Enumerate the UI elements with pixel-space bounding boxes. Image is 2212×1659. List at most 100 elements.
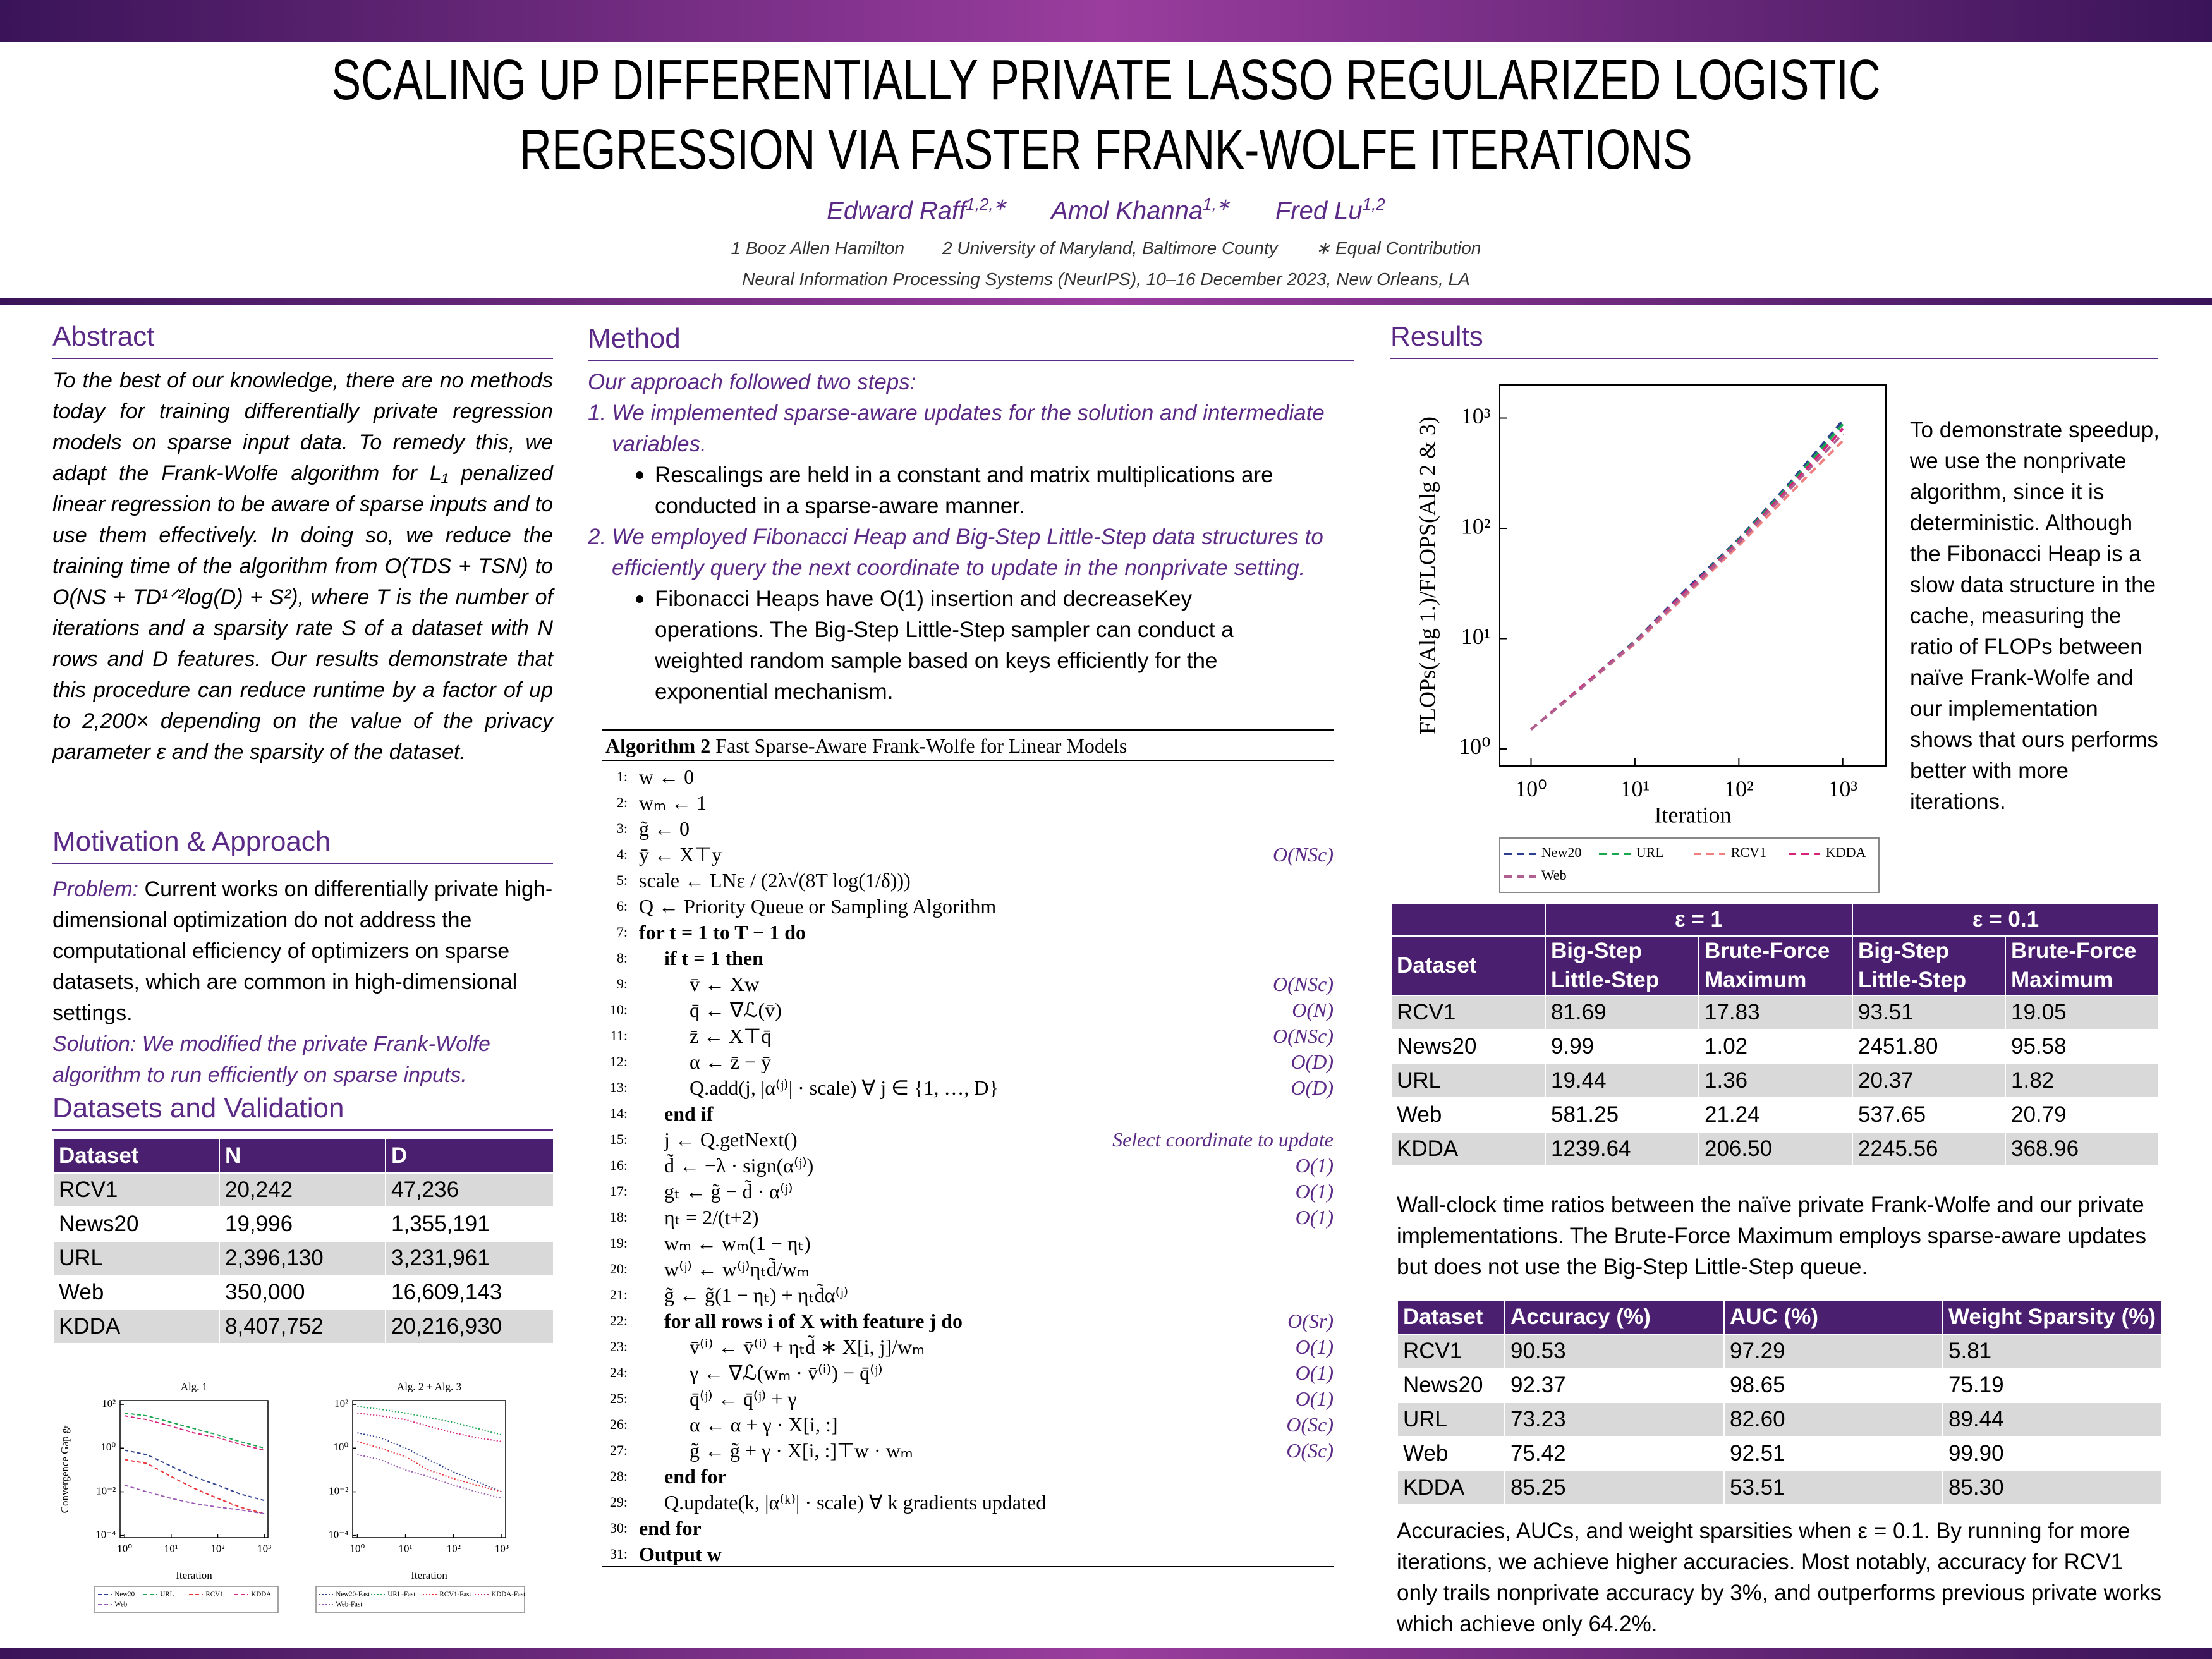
legend-label: RCV1-Fast [439,1591,471,1598]
series-line [124,1485,265,1515]
cell: 1.36 [1698,1063,1853,1098]
cell: 90.53 [1504,1334,1725,1369]
x-tick-label: 10¹ [1620,776,1650,801]
x-axis-label: Iteration [176,1569,212,1581]
caption: Wall-clock time ratios between the naïve… [1397,1193,2146,1279]
code-line: Q.add(j, |α⁽ʲ⁾| · scale) ∀ j ∈ {1, …, D} [690,1076,999,1099]
line-number: 3: [616,820,628,836]
cell: 75.19 [1942,1368,2163,1403]
author-sup: 1,2 [1362,195,1385,214]
step-text: We employed Fibonacci Heap and Big-Step … [612,525,1323,580]
y-tick-label: 10⁰ [100,1441,116,1453]
cell: 99.90 [1942,1436,2163,1471]
cell: 75.42 [1504,1436,1725,1471]
algorithm-title: Algorithm 2 Fast Sparse-Aware Frank-Wolf… [605,733,1127,758]
affiliation: ∗ Equal Contribution [1315,238,1481,258]
cost: O(1) [1295,1206,1334,1229]
cell: 206.50 [1698,1131,1853,1167]
step-text: We implemented sparse-aware updates for … [612,401,1325,456]
algorithm: 1: w ← 0 2: wₘ ← 1 3: g̃ ← 0 4: ȳ ← X⊤y O(NSc) 5:… [602,760,1334,1565]
cell: 2245.56 [1852,1131,2006,1167]
legend-label: Web-Fast [336,1601,362,1608]
affiliation: 1 Booz Allen Hamilton [731,238,905,258]
column-header: Weight Sparsity (%) [1942,1299,2163,1335]
code-line: v̄ ← Xw [690,973,760,995]
cost: O(1) [1295,1154,1334,1177]
alg-rule [602,760,1334,761]
cell: 1239.64 [1545,1131,1699,1167]
x-tick-label: 10³ [1828,776,1857,801]
series-line [357,1406,502,1436]
step-label: 2. [588,525,607,549]
code-line: α ← α + γ · X[i, :] [690,1413,838,1436]
line-number: 26: [609,1416,628,1432]
code-line: q̄ ← ∇ℒ(v̄) [690,999,782,1021]
line-number: 20: [609,1261,628,1277]
results-text: To demonstrate speedup, we use the nonpr… [1910,418,2160,814]
rule [52,1129,553,1131]
cost: O(N) [1292,999,1334,1021]
column-header: AUC (%) [1723,1299,1943,1335]
y-tick-label: 10³ [1461,403,1491,428]
column-header: N [219,1138,386,1174]
header-row: Dataset N D [52,1138,554,1174]
cell: 73.23 [1504,1402,1725,1437]
column-header: D [385,1138,554,1174]
bullet: Rescalings are held in a constant and ma… [636,459,1354,521]
line-number: 27: [609,1442,628,1458]
line-number: 1: [616,769,628,784]
top-band [0,0,2212,42]
alg-label: Algorithm 2 [605,734,711,757]
cell: KDDA [52,1309,220,1344]
rule [1390,358,2158,359]
cell: 47,236 [385,1172,554,1208]
row: URL 73.23 82.60 89.44 [1397,1402,2163,1437]
code-line: end for [664,1465,727,1488]
cost: O(1) [1295,1387,1334,1410]
series-line [357,1454,502,1499]
cell: 82.60 [1723,1402,1943,1437]
cell: Web [1397,1436,1505,1471]
row: RCV1 81.69 17.83 93.51 19.05 [1390,995,2160,1030]
series-line [124,1449,265,1502]
line-number: 7: [616,924,628,940]
legend-label: KDDA-Fast [491,1591,525,1598]
code-line: v̄⁽ⁱ⁾ ← v̄⁽ⁱ⁾ + ηₜd̃ ∗ X[i, j]/wₘ [690,1335,925,1358]
code-line: w⁽ʲ⁾ ← w⁽ʲ⁾ηₜd̃/wₘ [664,1258,810,1280]
column-header: Dataset [52,1138,220,1174]
x-tick-label: 10² [447,1543,461,1555]
y-tick-label: 10⁻² [96,1485,116,1497]
cell: 19,996 [219,1206,386,1242]
series-line [357,1412,502,1442]
code-line: γ ← ∇ℒ(wₘ · v̄⁽ⁱ⁾) − q̄⁽ʲ⁾ [690,1361,883,1384]
header-cell [1390,902,1546,937]
motivation-text: Problem: Current works on differentially… [52,874,553,1091]
row: News20 9.99 1.02 2451.80 95.58 [1390,1029,2160,1064]
column-header: Big-Step Little-Step [1852,935,2006,996]
code-line: Q ← Priority Queue or Sampling Algorithm [639,895,997,918]
cell: 5.81 [1942,1334,2163,1369]
code-line: end if [664,1102,714,1125]
row: Web 581.25 21.24 537.65 20.79 [1390,1097,2160,1133]
cost: O(Sc) [1286,1439,1334,1462]
x-tick-label: 10³ [257,1543,271,1555]
cell: 21.24 [1698,1097,1853,1133]
bullet: Fibonacci Heaps have O(1) insertion and … [636,583,1299,707]
cell: 98.65 [1723,1368,1943,1403]
rule [52,358,553,359]
cell: KDDA [1397,1470,1505,1505]
code-line: ηₜ = 2/(t+2) [664,1206,759,1229]
rule [588,360,1354,361]
cell: URL [1390,1063,1546,1098]
code-line: wₘ ← wₘ(1 − ηₜ) [664,1232,811,1255]
y-tick-label: 10⁻⁴ [95,1529,116,1541]
cell: RCV1 [1397,1334,1505,1369]
cost: O(1) [1295,1180,1334,1203]
code-line: q̄⁽ʲ⁾ ← q̄⁽ʲ⁾ + γ [690,1387,797,1410]
header-row: Dataset Accuracy (%) AUC (%) Weight Sparsit… [1397,1299,2163,1335]
alg-title: Fast Sparse-Aware Frank-Wolfe for Linear… [715,734,1127,757]
line-number: 8: [616,950,628,966]
authors: Edward Raff1,2,∗ Amol Khanna1,∗ Fred Lu1… [0,195,2212,225]
author: Edward Raff [827,197,966,225]
legend-label: URL [1636,844,1664,860]
